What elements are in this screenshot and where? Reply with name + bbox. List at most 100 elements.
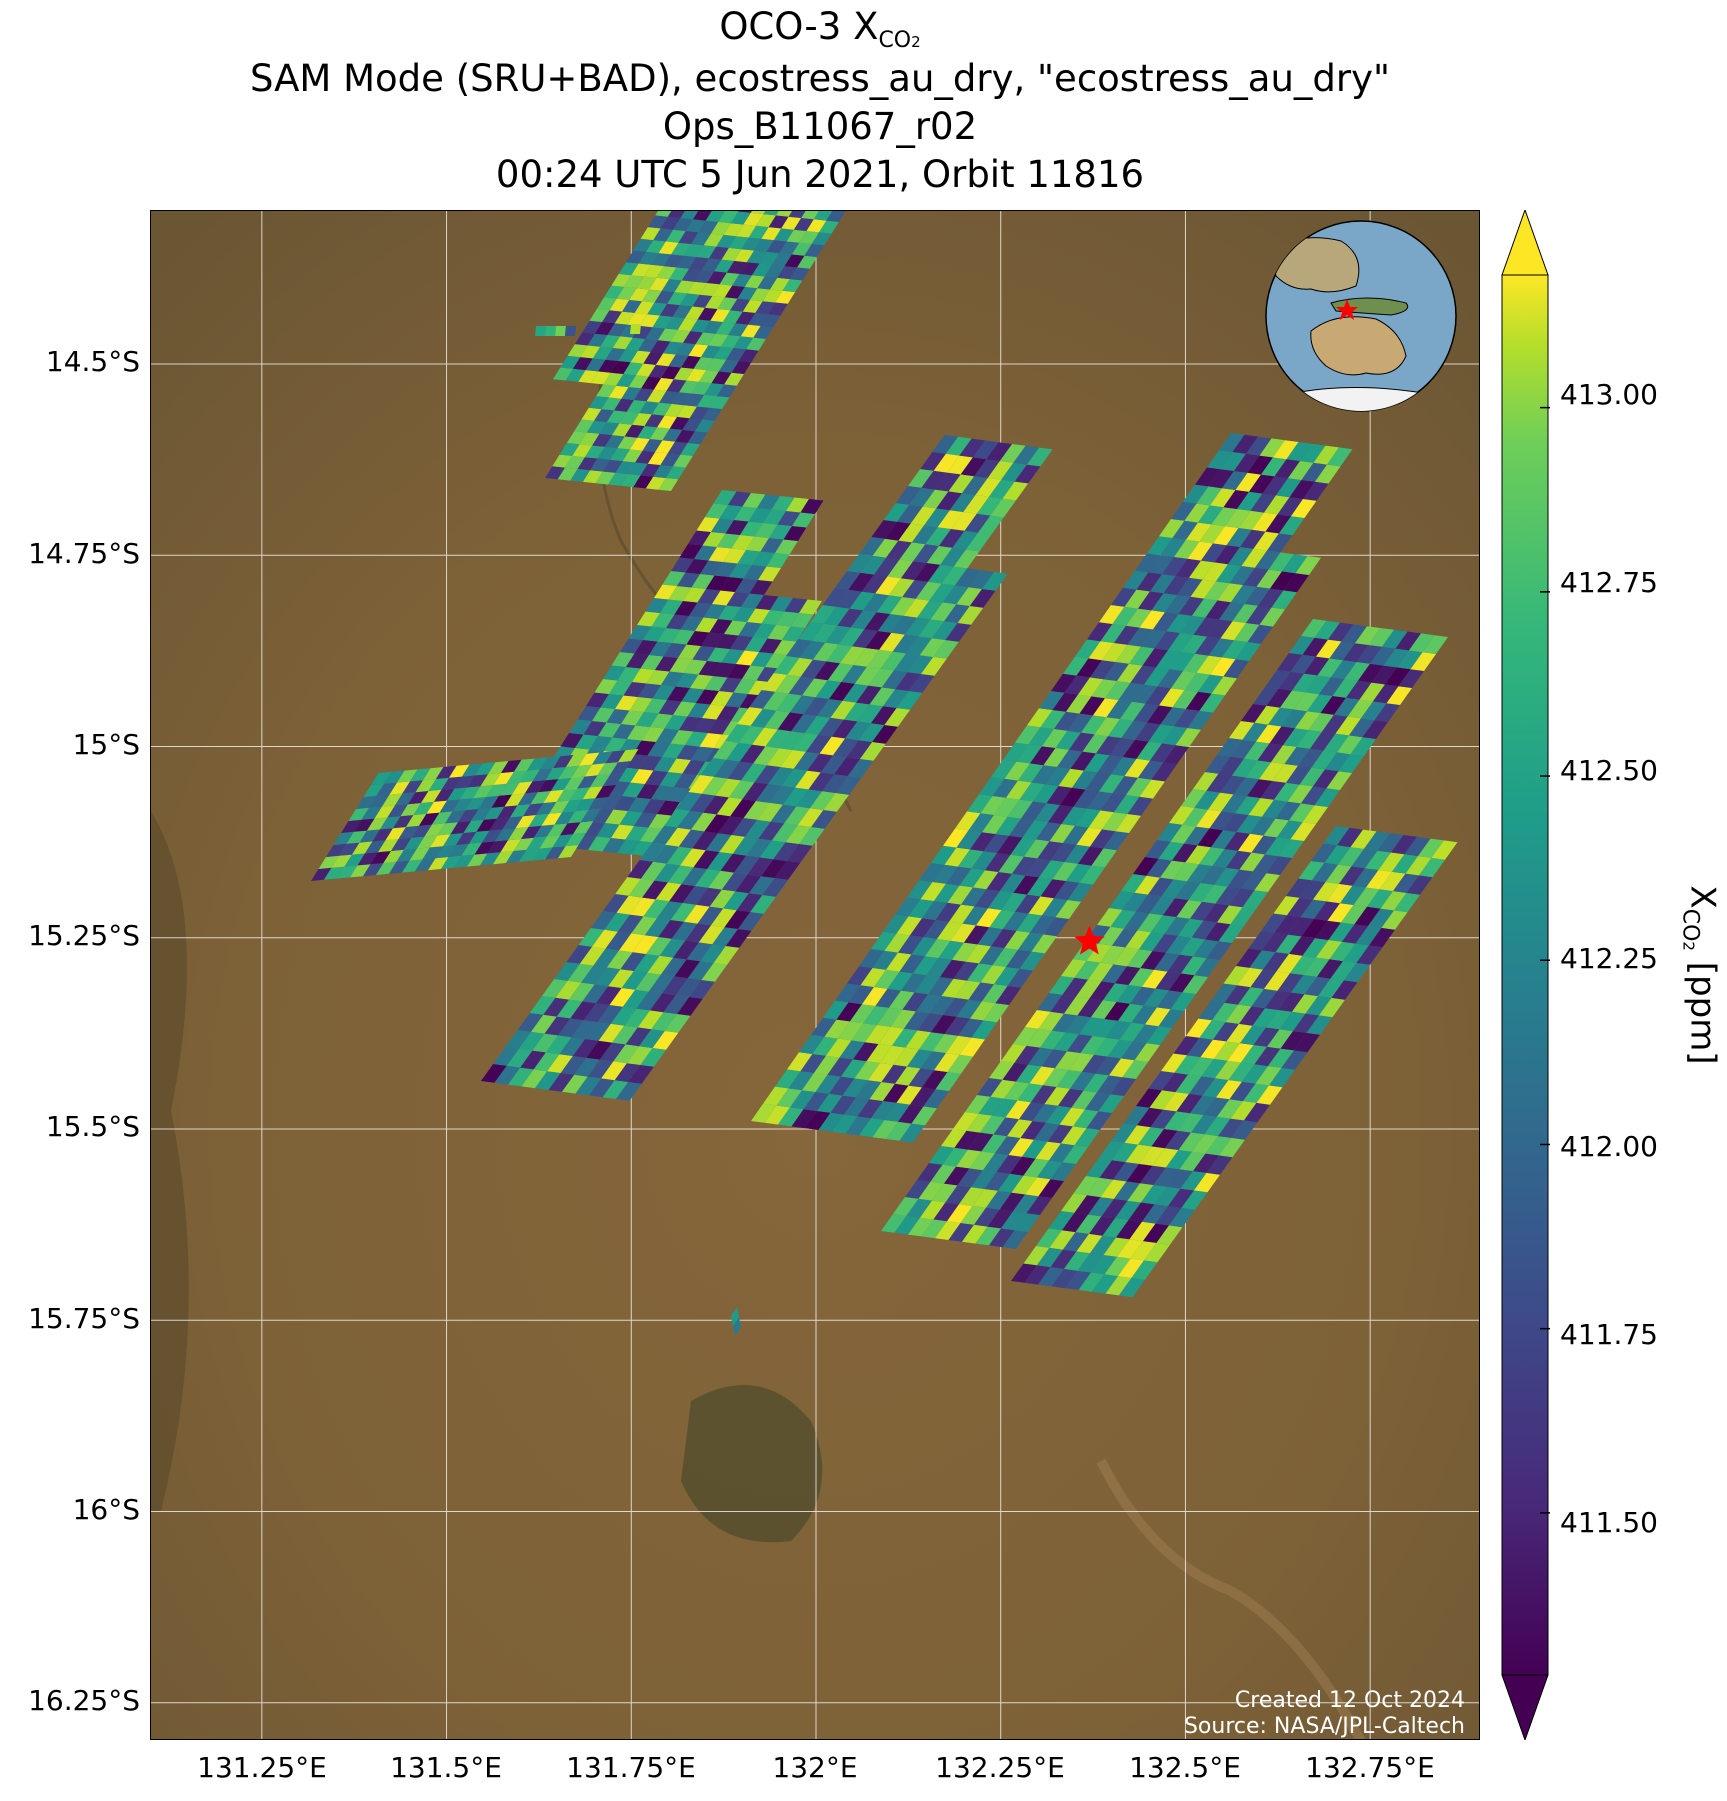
- sounding-footprint: [1137, 913, 1163, 933]
- sounding-footprint: [684, 904, 710, 924]
- sounding-footprint: [1218, 756, 1244, 776]
- sounding-footprint: [815, 1074, 841, 1094]
- sounding-footprint: [1220, 452, 1246, 471]
- sounding-footprint: [766, 748, 793, 767]
- sounding-footprint: [689, 980, 715, 999]
- sounding-footprint: [557, 467, 578, 481]
- sounding-footprint: [1155, 1206, 1182, 1226]
- sounding-footprint: [1206, 941, 1232, 960]
- sounding-footprint: [663, 995, 690, 1014]
- sounding-footprint: [725, 692, 748, 708]
- sounding-footprint: [1034, 1122, 1060, 1142]
- sounding-footprint: [1323, 826, 1350, 846]
- sounding-footprint: [1124, 911, 1150, 931]
- sounding-footprint: [767, 625, 791, 640]
- sounding-footprint: [1322, 714, 1348, 734]
- sounding-footprint: [1317, 959, 1343, 979]
- sounding-footprint: [1074, 1128, 1100, 1147]
- sounding-footprint: [970, 1001, 996, 1021]
- sounding-footprint: [777, 712, 804, 732]
- sounding-footprint: [921, 657, 947, 676]
- sounding-footprint: [1039, 860, 1065, 880]
- sounding-footprint: [752, 727, 778, 747]
- sounding-footprint: [599, 794, 622, 810]
- sounding-footprint: [952, 942, 978, 962]
- sounding-footprint: [635, 712, 659, 727]
- sounding-footprint: [512, 781, 533, 795]
- sounding-footprint: [638, 683, 661, 699]
- sounding-footprint: [389, 781, 410, 795]
- sounding-footprint: [590, 371, 611, 385]
- sounding-footprint: [1323, 733, 1349, 753]
- sounding-footprint: [1013, 1027, 1039, 1046]
- sounding-footprint: [1382, 629, 1408, 649]
- sounding-footprint: [1289, 936, 1315, 956]
- sounding-footprint: [1229, 721, 1255, 740]
- sounding-footprint: [1031, 765, 1057, 785]
- sounding-footprint: [1182, 975, 1208, 994]
- sounding-footprint: [816, 699, 843, 718]
- sounding-footprint: [1319, 997, 1345, 1018]
- sounding-footprint: [341, 819, 362, 833]
- sounding-footprint: [372, 828, 393, 842]
- sounding-footprint: [945, 436, 972, 456]
- sounding-footprint: [657, 415, 677, 429]
- sounding-footprint: [463, 819, 484, 833]
- sounding-footprint: [1237, 967, 1263, 988]
- sounding-footprint: [1203, 903, 1229, 923]
- sounding-footprint: [571, 764, 592, 778]
- sounding-footprint: [665, 827, 691, 847]
- sounding-footprint: [552, 834, 573, 848]
- sounding-footprint: [1144, 1242, 1170, 1263]
- sounding-footprint: [827, 1057, 853, 1077]
- sounding-footprint: [695, 617, 718, 633]
- sounding-footprint: [1235, 472, 1261, 492]
- sounding-footprint: [1125, 1144, 1152, 1164]
- sounding-footprint: [735, 874, 762, 894]
- sounding-footprint: [1213, 526, 1239, 546]
- sounding-footprint: [1024, 839, 1050, 859]
- sounding-footprint: [696, 689, 719, 705]
- sounding-footprint: [1234, 623, 1260, 642]
- sounding-footprint: [957, 606, 984, 625]
- sounding-footprint: [527, 757, 548, 771]
- sounding-footprint: [1148, 555, 1174, 575]
- sounding-footprint: [1064, 675, 1090, 695]
- sounding-footprint: [567, 810, 588, 824]
- sounding-footprint: [359, 829, 380, 843]
- sounding-footprint: [613, 796, 637, 811]
- sounding-footprint: [1153, 1167, 1180, 1187]
- sounding-footprint: [1173, 862, 1199, 882]
- sounding-footprint: [989, 1061, 1015, 1080]
- sounding-footprint: [953, 549, 980, 569]
- sounding-footprint: [806, 219, 827, 233]
- sounding-footprint: [694, 545, 717, 561]
- sounding-footprint: [992, 948, 1018, 967]
- sounding-footprint: [800, 1054, 826, 1073]
- sounding-footprint: [624, 1008, 650, 1028]
- sounding-footprint: [681, 688, 705, 703]
- sounding-footprint: [959, 868, 985, 888]
- sounding-footprint: [861, 574, 888, 594]
- sounding-footprint: [1007, 799, 1033, 819]
- sounding-footprint: [649, 427, 670, 441]
- sounding-footprint: [633, 475, 654, 489]
- sounding-footprint: [1150, 743, 1176, 763]
- sounding-footprint: [1379, 871, 1406, 892]
- sounding-footprint: [671, 392, 692, 406]
- sounding-footprint: [919, 863, 945, 882]
- sounding-footprint: [1073, 1176, 1100, 1196]
- map-panel[interactable]: [150, 210, 1480, 1740]
- sounding-footprint: [1091, 1000, 1117, 1019]
- sounding-footprint: [1329, 641, 1355, 661]
- sounding-footprint: [661, 366, 681, 380]
- sounding-footprint: [570, 468, 591, 482]
- sounding-footprint: [658, 920, 684, 939]
- sounding-footprint: [786, 844, 813, 863]
- sounding-footprint: [662, 571, 686, 586]
- sounding-footprint: [868, 1063, 894, 1082]
- chart-subtitle-time: 00:24 UTC 5 Jun 2021, Orbit 11816: [495, 153, 1145, 196]
- sounding-footprint: [739, 744, 766, 764]
- sounding-footprint: [704, 296, 725, 309]
- sounding-footprint: [1343, 643, 1369, 662]
